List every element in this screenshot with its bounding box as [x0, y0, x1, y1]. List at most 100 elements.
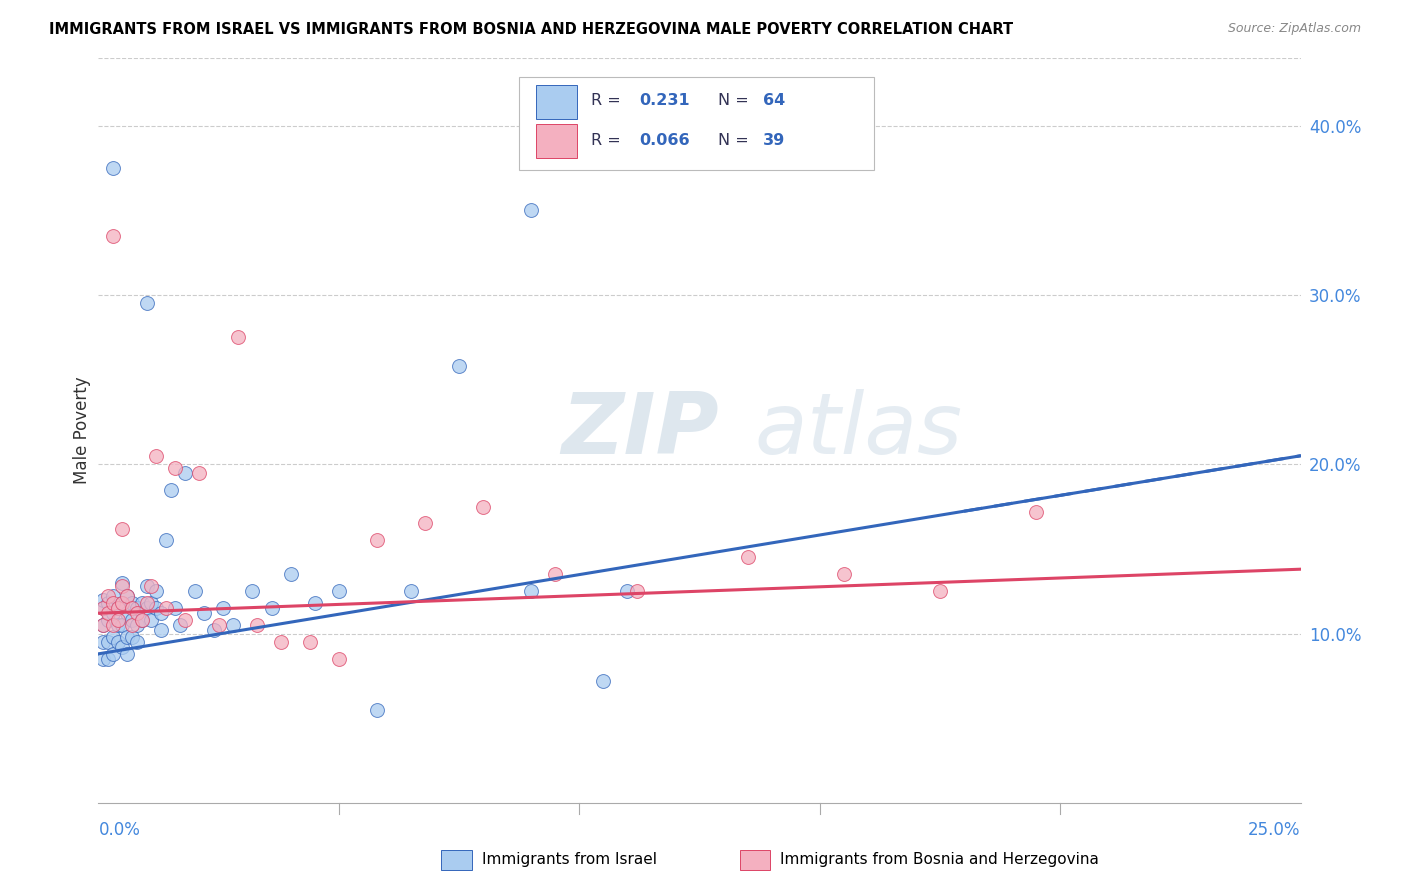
- Point: [135, 296, 157, 310]
- Point: [145, 584, 167, 599]
- Point: [544, 567, 567, 582]
- Text: 25.0%: 25.0%: [1249, 822, 1301, 839]
- Point: [111, 575, 134, 590]
- Point: [101, 596, 124, 610]
- Point: [366, 533, 388, 548]
- Point: [111, 618, 134, 632]
- Point: [101, 647, 124, 661]
- Point: [135, 596, 157, 610]
- Point: [121, 630, 143, 644]
- Point: [101, 589, 124, 603]
- Point: [125, 618, 148, 632]
- Point: [111, 596, 134, 610]
- Point: [125, 601, 148, 615]
- Point: [155, 533, 177, 548]
- Point: [616, 584, 638, 599]
- Point: [193, 606, 215, 620]
- Point: [270, 635, 292, 649]
- Point: [121, 596, 143, 610]
- Point: [125, 635, 148, 649]
- Point: [415, 516, 437, 531]
- Point: [101, 161, 124, 175]
- Point: [447, 359, 470, 373]
- Text: N =: N =: [717, 133, 754, 148]
- Point: [149, 623, 172, 637]
- Point: [188, 466, 211, 480]
- Point: [399, 584, 422, 599]
- Text: R =: R =: [592, 133, 626, 148]
- Text: atlas: atlas: [755, 389, 963, 472]
- Text: Immigrants from Bosnia and Herzegovina: Immigrants from Bosnia and Herzegovina: [780, 853, 1099, 867]
- Point: [928, 584, 950, 599]
- Point: [141, 579, 163, 593]
- Point: [125, 606, 148, 620]
- Point: [202, 623, 225, 637]
- Point: [1025, 505, 1047, 519]
- Point: [121, 601, 143, 615]
- Text: R =: R =: [592, 94, 626, 109]
- Point: [520, 203, 543, 218]
- Point: [131, 613, 153, 627]
- Point: [222, 618, 245, 632]
- Point: [117, 606, 139, 620]
- Text: Source: ZipAtlas.com: Source: ZipAtlas.com: [1227, 22, 1361, 36]
- Text: 0.231: 0.231: [640, 94, 690, 109]
- Point: [145, 449, 167, 463]
- Point: [626, 584, 648, 599]
- Point: [183, 584, 205, 599]
- FancyBboxPatch shape: [536, 124, 576, 158]
- Point: [97, 635, 120, 649]
- Point: [117, 647, 139, 661]
- Point: [97, 596, 120, 610]
- Point: [298, 635, 321, 649]
- Point: [472, 500, 495, 514]
- Point: [165, 601, 187, 615]
- Point: [121, 613, 143, 627]
- Point: [91, 618, 114, 632]
- Point: [117, 630, 139, 644]
- Point: [246, 618, 269, 632]
- FancyBboxPatch shape: [519, 77, 873, 169]
- Point: [212, 601, 235, 615]
- Point: [131, 613, 153, 627]
- Point: [169, 618, 191, 632]
- Point: [107, 635, 129, 649]
- Text: 64: 64: [763, 94, 786, 109]
- Text: IMMIGRANTS FROM ISRAEL VS IMMIGRANTS FROM BOSNIA AND HERZEGOVINA MALE POVERTY CO: IMMIGRANTS FROM ISRAEL VS IMMIGRANTS FRO…: [49, 22, 1014, 37]
- Point: [91, 601, 114, 615]
- Point: [165, 460, 187, 475]
- Point: [328, 584, 350, 599]
- Text: 39: 39: [763, 133, 786, 148]
- Point: [101, 228, 124, 243]
- Point: [101, 630, 124, 644]
- Point: [97, 589, 120, 603]
- Point: [174, 466, 197, 480]
- Point: [135, 601, 157, 615]
- Point: [121, 618, 143, 632]
- Point: [141, 596, 163, 610]
- Point: [107, 618, 129, 632]
- Point: [328, 652, 350, 666]
- Point: [737, 550, 759, 565]
- Point: [208, 618, 231, 632]
- Point: [366, 703, 388, 717]
- Point: [97, 606, 120, 620]
- Point: [159, 483, 181, 497]
- Point: [107, 601, 129, 615]
- Point: [91, 601, 114, 615]
- Point: [149, 606, 172, 620]
- Point: [174, 613, 197, 627]
- Point: [117, 589, 139, 603]
- Point: [141, 613, 163, 627]
- Point: [97, 652, 120, 666]
- Point: [145, 601, 167, 615]
- Point: [91, 618, 114, 632]
- Point: [111, 522, 134, 536]
- Point: [111, 596, 134, 610]
- Y-axis label: Male Poverty: Male Poverty: [73, 376, 91, 484]
- Point: [91, 592, 114, 607]
- Point: [520, 584, 543, 599]
- Point: [117, 589, 139, 603]
- Point: [91, 635, 114, 649]
- Point: [101, 618, 124, 632]
